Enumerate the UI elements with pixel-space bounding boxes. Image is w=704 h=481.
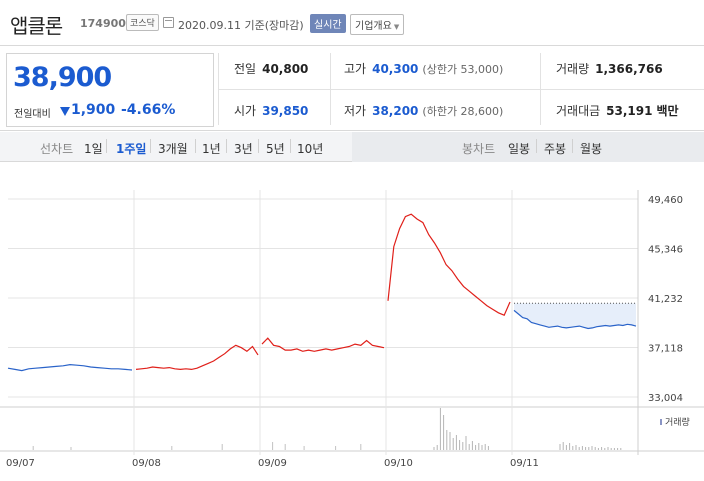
below-reference-area (514, 303, 636, 329)
divider (150, 139, 151, 153)
y-axis-labels: 49,460 45,346 41,232 37,118 33,004 (648, 195, 683, 404)
period-3m[interactable]: 3개월 (158, 142, 188, 156)
realtime-button[interactable]: 실시간 (310, 14, 346, 33)
price-line-09/07 (7, 363, 133, 372)
stat-label: 고가 (344, 62, 367, 76)
period-1d[interactable]: 1일 (84, 142, 103, 156)
stat-value: 40,300 (372, 62, 419, 76)
y-tick-label: 45,346 (648, 245, 683, 256)
lower-limit: (하한가 28,600) (422, 105, 504, 118)
candle-daily[interactable]: 일봉 (508, 142, 531, 156)
y-tick-label: 49,460 (648, 195, 683, 206)
x-tick-label: 09/09 (258, 458, 287, 469)
period-5y[interactable]: 5년 (266, 142, 285, 156)
candle-weekly[interactable]: 주봉 (544, 142, 567, 156)
candle-chart-label: 봉차트 (462, 142, 496, 156)
chart-grid (0, 190, 704, 455)
x-tick-label: 09/07 (6, 458, 35, 469)
divider (218, 89, 704, 90)
price-line-09/11 (513, 309, 637, 330)
y-tick-label: 41,232 (648, 294, 683, 305)
divider (106, 139, 107, 153)
price-line-09/10 (387, 213, 511, 316)
stat-label: 거래량 (556, 62, 590, 76)
x-tick-label: 09/11 (510, 458, 539, 469)
current-price-box: 38,900 전일대비 1,900 -4.66% (6, 53, 214, 127)
price-lines (7, 213, 637, 372)
change-percent: -4.66% (121, 102, 176, 118)
stat-label: 저가 (344, 104, 367, 118)
market-badge: 코스닥 (126, 14, 159, 31)
divider (195, 139, 196, 153)
stat-open: 시가 39,850 (234, 102, 308, 119)
caret-down-icon: ▼ (393, 23, 400, 31)
stat-value: 40,800 (262, 62, 309, 76)
candle-toolbar-bg (352, 132, 704, 162)
period-10y[interactable]: 10년 (297, 142, 324, 156)
stat-low: 저가 38,200 (하한가 28,600) (344, 102, 503, 119)
price-line-09/08 (135, 344, 259, 371)
upper-limit: (상한가 53,000) (422, 63, 504, 76)
current-price: 38,900 (13, 62, 112, 93)
company-info-label: 기업개요 (355, 21, 392, 32)
stock-header: 앱클론 174900 코스닥 2020.09.11 기준(장마감) 실시간 기업… (0, 0, 704, 46)
stat-prev-close: 전일 40,800 (234, 60, 308, 77)
below-reference-fill (514, 303, 636, 329)
divider (258, 139, 259, 153)
price-line-09/09 (261, 337, 385, 352)
stat-value: 1,366,766 (595, 62, 663, 76)
change-label: 전일대비 (14, 109, 51, 120)
stat-value: 53,191 (606, 104, 653, 118)
volume-legend: 거래량 (665, 416, 690, 428)
calendar-icon (163, 17, 174, 28)
company-info-button[interactable]: 기업개요 ▼ (350, 14, 405, 35)
divider (290, 139, 291, 153)
stock-code: 174900 (80, 17, 126, 30)
price-summary: 38,900 전일대비 1,900 -4.66% 전일 40,800 고가 40,3… (0, 47, 704, 131)
chart-toolbar: 선차트 1일 1주일 3개월 1년 3년 5년 10년 봉차트 일봉 주봉 월봉 (0, 132, 704, 162)
stat-value: 39,850 (262, 104, 309, 118)
period-1w[interactable]: 1주일 (116, 142, 147, 156)
stat-label: 거래대금 (556, 104, 601, 118)
volume-legend-swatch (660, 419, 662, 425)
change-value: 1,900 (71, 102, 116, 118)
candle-monthly[interactable]: 월봉 (580, 142, 603, 156)
divider (226, 139, 227, 153)
x-tick-label: 09/08 (132, 458, 161, 469)
stat-label: 전일 (234, 62, 257, 76)
stat-label: 시가 (234, 104, 257, 118)
stat-high: 고가 40,300 (상한가 53,000) (344, 60, 503, 77)
x-tick-label: 09/10 (384, 458, 413, 469)
divider (536, 139, 537, 153)
volume-bars (32, 408, 622, 450)
line-chart-label: 선차트 (40, 142, 74, 156)
amount-unit: 백만 (656, 104, 679, 118)
y-tick-label: 37,118 (648, 344, 683, 355)
stat-value: 38,200 (372, 104, 419, 118)
base-date: 2020.09.11 기준(장마감) (178, 19, 304, 32)
divider (572, 139, 573, 153)
y-tick-label: 33,004 (648, 393, 683, 404)
period-3y[interactable]: 3년 (234, 142, 253, 156)
stock-name: 앱클론 (10, 14, 63, 38)
down-triangle-icon (60, 107, 70, 116)
period-1y[interactable]: 1년 (202, 142, 221, 156)
stat-amount: 거래대금 53,191 백만 (556, 102, 679, 119)
stat-volume: 거래량 1,366,766 (556, 60, 663, 77)
x-axis-labels: 09/07 09/08 09/09 09/10 09/11 (6, 458, 539, 469)
